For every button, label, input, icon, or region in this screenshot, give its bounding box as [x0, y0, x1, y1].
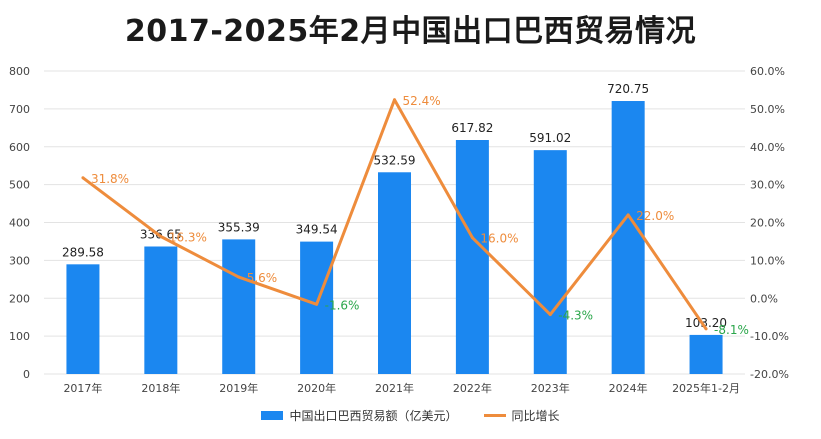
growth-point: [237, 275, 241, 279]
bar: [689, 334, 723, 374]
bar-value-label: 355.39: [218, 220, 260, 234]
bar: [378, 172, 411, 374]
growth-value-label: 22.0%: [636, 209, 674, 223]
x-tick-label: 2024年: [609, 381, 648, 395]
growth-point: [704, 327, 708, 331]
legend: 中国出口巴西贸易额（亿美元） 同比增长: [0, 407, 821, 424]
bar-value-label: 532.59: [374, 153, 416, 167]
y-right-tick-label: 0.0%: [750, 292, 778, 305]
x-tick-label: 2017年: [63, 381, 102, 395]
growth-point: [159, 235, 163, 239]
growth-point: [626, 213, 630, 217]
y-right-tick-label: 40.0%: [750, 141, 785, 154]
y-left-tick-label: 700: [9, 103, 30, 116]
y-left-tick-label: 800: [9, 65, 30, 78]
legend-bar-label: 中国出口巴西贸易额（亿美元）: [289, 409, 458, 423]
growth-point: [393, 98, 396, 102]
bar: [222, 239, 256, 374]
y-right-tick-label: 50.0%: [750, 103, 785, 116]
bar-value-label: 349.54: [296, 223, 338, 237]
x-tick-label: 2021年: [375, 381, 414, 395]
legend-item-line[interactable]: 同比增长: [483, 407, 560, 424]
bar: [533, 150, 567, 374]
growth-point: [81, 176, 85, 180]
x-tick-label: 2018年: [141, 381, 180, 395]
y-right-tick-label: -10.0%: [750, 330, 789, 343]
legend-line-label: 同比增长: [511, 409, 560, 423]
growth-point: [548, 313, 552, 317]
legend-bar-swatch: [261, 411, 284, 420]
bar-value-label: 336.65: [140, 227, 182, 241]
bar: [455, 140, 489, 374]
y-right-tick-label: 10.0%: [750, 254, 785, 267]
chart-title: 2017-2025年2月中国出口巴西贸易情况: [124, 14, 697, 49]
bar-value-label: 103.20: [685, 316, 727, 330]
growth-value-label: -4.3%: [558, 309, 593, 323]
y-left-tick-label: 0: [23, 368, 30, 381]
y-left-tick-label: 100: [9, 330, 30, 343]
legend-item-bar[interactable]: 中国出口巴西贸易额（亿美元）: [261, 407, 458, 424]
bar: [144, 246, 178, 374]
x-tick-label: 2020年: [297, 381, 336, 395]
y-left-tick-label: 400: [9, 217, 30, 230]
y-right-tick-label: 30.0%: [750, 179, 785, 192]
y-right-tick-label: -20.0%: [750, 368, 789, 381]
bar-value-label: 617.82: [451, 121, 493, 135]
bar: [611, 101, 645, 375]
growth-value-label: 52.4%: [403, 94, 441, 108]
bar: [66, 264, 100, 374]
growth-value-label: 16.3%: [169, 231, 207, 245]
x-tick-label: 2022年: [453, 381, 492, 395]
bar-value-label: 289.58: [62, 245, 104, 259]
legend-line-swatch: [483, 414, 506, 417]
growth-value-label: -8.1%: [714, 323, 749, 337]
growth-point: [470, 236, 474, 240]
y-left-tick-label: 300: [9, 254, 30, 267]
growth-value-label: 16.0%: [480, 232, 518, 246]
bar-value-label: 591.02: [529, 131, 571, 145]
x-tick-label: 2019年: [219, 381, 258, 395]
y-left-tick-label: 600: [9, 141, 30, 154]
growth-value-label: 5.6%: [247, 271, 278, 285]
growth-value-label: 31.8%: [91, 172, 129, 186]
y-left-tick-label: 500: [9, 179, 30, 192]
bar-value-label: 720.75: [607, 82, 649, 96]
growth-point: [315, 302, 319, 306]
bar: [300, 241, 334, 374]
x-tick-label: 2023年: [531, 381, 570, 395]
y-left-tick-label: 200: [9, 292, 30, 305]
y-right-tick-label: 60.0%: [750, 65, 785, 78]
x-tick-label: 2025年1-2月: [672, 381, 740, 395]
growth-value-label: -1.6%: [325, 298, 360, 312]
y-right-tick-label: 20.0%: [750, 217, 785, 230]
